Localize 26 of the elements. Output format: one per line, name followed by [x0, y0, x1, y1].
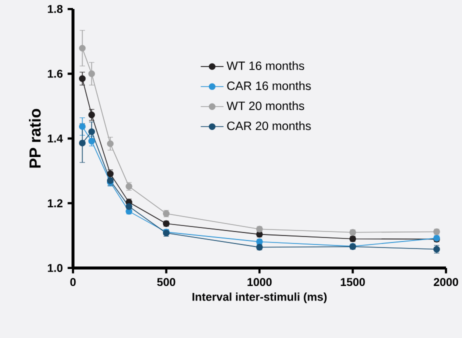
y-tick-label: 1.6: [48, 70, 63, 78]
point: [106, 140, 114, 148]
point: [78, 44, 86, 52]
point: [88, 112, 95, 118]
y-tick-label: 1.4: [48, 134, 63, 142]
x-tick-label: 1500: [340, 278, 365, 286]
point: [78, 123, 86, 130]
x-tick-label: 500: [157, 278, 176, 286]
x-tick-label: 2000: [434, 278, 458, 286]
point: [88, 70, 95, 78]
y-axis-title: PP ratio: [28, 108, 41, 168]
y-tick-label: 1.8: [48, 5, 63, 14]
y-tick-label: 1.2: [48, 199, 63, 208]
x-tick-label: 0: [70, 278, 76, 286]
x-axis-title: Interval inter-stimuli (ms): [192, 292, 327, 304]
legend-label: CAR 16 months: [227, 81, 311, 90]
x-tick-label: 1000: [248, 278, 272, 286]
legend-label: WT 16 months: [226, 61, 304, 70]
legend-label: CAR 20 months: [227, 121, 311, 130]
legend-label: WT 20 months: [226, 101, 304, 110]
point: [126, 203, 132, 210]
point: [78, 75, 86, 82]
point: [88, 138, 95, 144]
y-tick-label: 1.0: [48, 264, 62, 272]
point: [88, 128, 95, 136]
point: [78, 140, 86, 146]
